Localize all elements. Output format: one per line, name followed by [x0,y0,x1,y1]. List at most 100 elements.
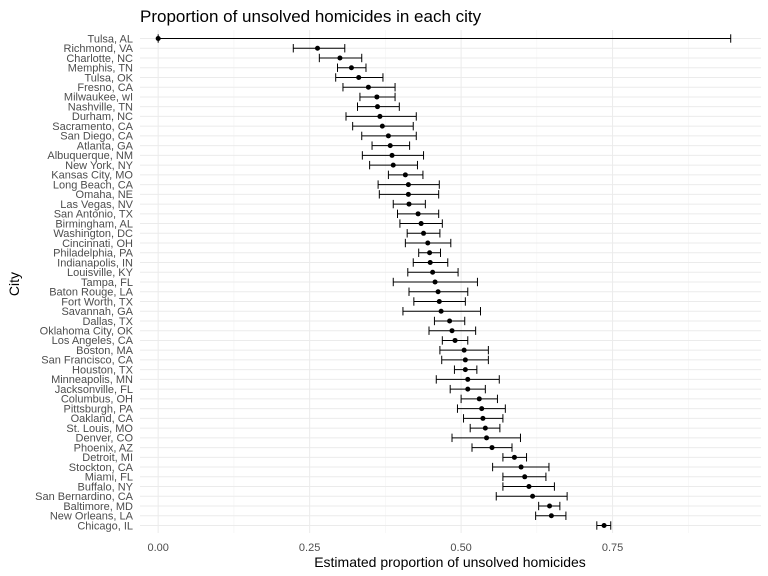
data-point [155,36,161,41]
data-point [315,45,321,51]
y-tick-label: Philadelphia, PA [53,248,134,260]
data-point [405,182,411,188]
data-point [522,474,528,480]
data-point [530,493,536,499]
x-tick-label: 0.00 [147,542,168,554]
y-tick-label: Nashville, TN [68,101,133,113]
y-tick-label: San Bernardino, CA [35,491,133,503]
data-point [479,406,485,412]
y-tick-label: Sacramento, CA [52,121,133,133]
y-tick-label: Baltimore, MD [63,501,133,513]
y-tick-label: St. Louis, MO [66,423,133,435]
y-tick-label: Atlanta, GA [77,140,134,152]
y-tick-label: Stockton, CA [69,462,134,474]
y-tick-label: Tulsa, AL [88,33,133,45]
data-point [365,84,371,90]
y-tick-label: Fresno, CA [77,82,133,94]
data-point [465,386,471,392]
y-tick-label: Los Angeles, CA [52,335,134,347]
data-point [415,211,421,217]
y-tick-label: Indianapolis, IN [57,257,133,269]
y-tick-label: Richmond, VA [64,43,134,55]
data-point [421,230,427,236]
data-point [337,55,343,61]
y-tick-label: Savannah, GA [61,306,133,318]
data-point [449,328,455,334]
error-bar [157,34,732,43]
y-tick-label: Oklahoma City, OK [40,326,134,338]
data-point [465,376,471,382]
data-point [348,65,354,71]
data-point [385,133,391,139]
y-tick-label: Phoenix, AZ [74,442,134,454]
data-point [374,104,380,110]
data-point [547,503,553,509]
data-point [461,347,467,353]
y-tick-label: Kansas City, MO [51,170,133,182]
y-tick-label: Charlotte, NC [66,53,133,65]
y-tick-label: Houston, TX [72,364,134,376]
y-tick-label: Chicago, IL [77,520,133,532]
y-tick-label: Long Beach, CA [53,179,134,191]
data-point [462,367,468,373]
data-point [435,289,441,295]
y-tick-label: New Orleans, LA [50,511,134,523]
y-tick-label: San Diego, CA [60,131,133,143]
y-tick-label: Dallas, TX [82,316,133,328]
data-point [480,415,486,421]
x-axis-ticks: 0.00 0.25 0.50 0.75 [147,542,623,554]
x-axis-title: Estimated proportion of unsolved homicid… [314,554,586,570]
data-point [518,464,524,470]
y-tick-label: New York, NY [65,160,134,172]
y-tick-label: Birmingham, AL [55,218,133,230]
y-tick-label: San Antonio, TX [54,209,134,221]
data-point [511,454,517,460]
y-tick-label: Milwaukee, wI [64,92,133,104]
y-tick-label: Oakland, CA [71,413,134,425]
y-tick-label: Baton Rouge, LA [49,287,133,299]
data-point [356,74,362,80]
data-point [438,308,444,314]
y-tick-label: San Francisco, CA [41,355,133,367]
y-tick-label: Buffalo, NY [78,481,134,493]
data-point [427,250,433,256]
data-point [447,318,453,324]
y-tick-label: Minneapolis, MN [51,374,133,386]
gridlines [140,30,761,533]
y-axis-title: City [6,272,22,296]
data-point [489,445,495,451]
x-tick-label: 0.50 [450,542,471,554]
y-tick-label: Denver, CO [76,433,134,445]
x-tick-label: 0.75 [602,542,623,554]
y-tick-label: Miami, FL [85,472,133,484]
data-point [432,279,438,285]
chart-title: Proportion of unsolved homicides in each… [140,7,482,26]
data-point [427,260,433,266]
data-point [418,221,424,227]
points [155,36,607,528]
data-point [390,162,396,168]
data-point [484,435,490,441]
data-point [402,172,408,178]
y-tick-label: Albuquerque, NM [47,150,133,162]
y-tick-label: Tampa, FL [81,277,133,289]
data-point [482,425,488,431]
data-point [389,152,395,158]
y-tick-label: Cincinnati, OH [62,238,133,250]
y-tick-label: Pittsburgh, PA [64,403,134,415]
data-point [387,143,393,149]
data-point [377,113,383,119]
y-tick-label: Fort Worth, TX [61,296,133,308]
data-point [379,123,385,129]
data-point [374,94,380,100]
y-tick-label: Boston, MA [76,345,134,357]
data-point [452,337,458,343]
data-point [430,269,436,275]
data-point [425,240,431,246]
data-point [476,396,482,402]
data-point [462,357,468,363]
y-tick-label: Columbus, OH [61,394,133,406]
